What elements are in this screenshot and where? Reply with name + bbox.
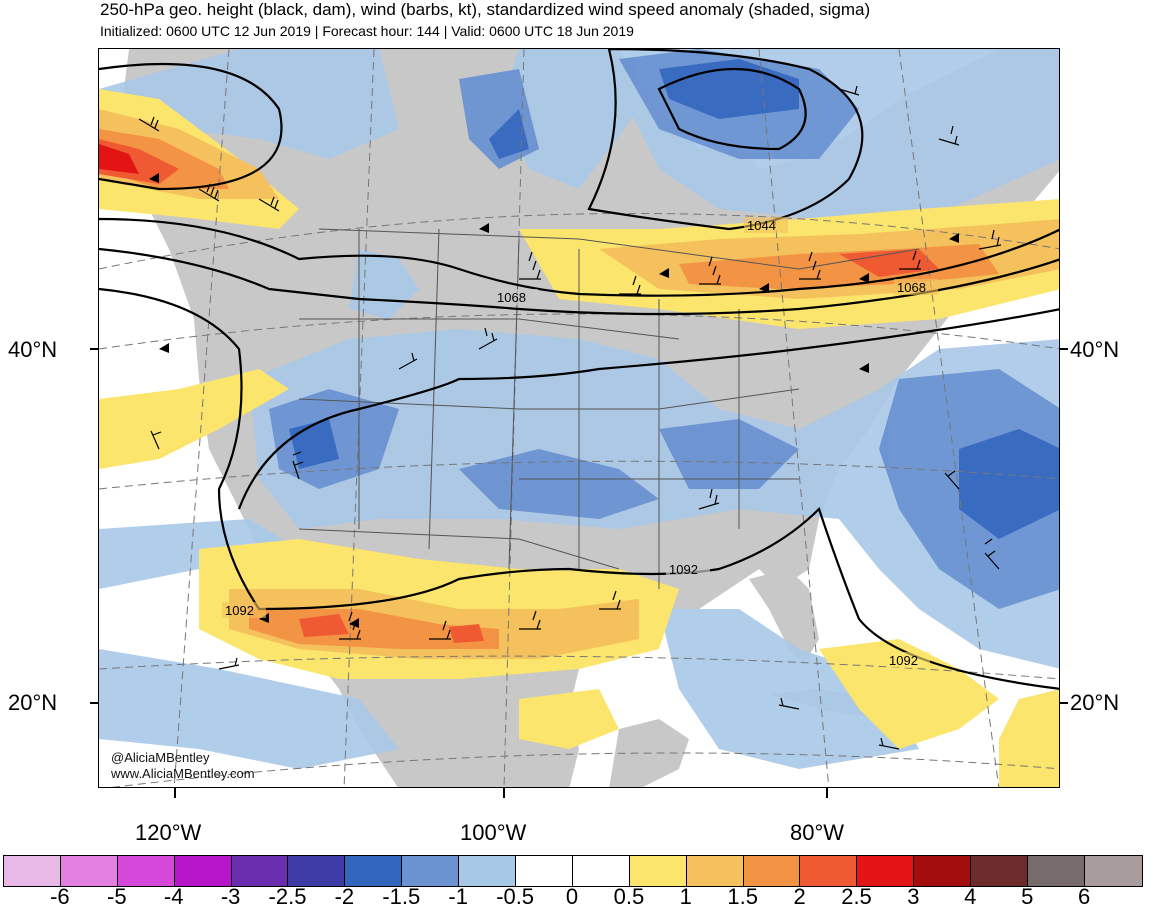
map-subtitle: Initialized: 0600 UTC 12 Jun 2019 | Fore…: [100, 23, 634, 39]
colorbar-swatch: [914, 856, 972, 886]
colorbar-label: 2.5: [841, 884, 872, 909]
colorbar-label: -2.5: [268, 884, 307, 909]
colorbar-swatch: [686, 856, 744, 886]
colorbar-swatch: [1028, 856, 1085, 886]
land-florida: [749, 569, 819, 664]
lon-tick: [174, 788, 176, 798]
colorbar-label: -1: [448, 884, 468, 909]
state-boundaries: [298, 228, 920, 589]
colorbar-swatch: [572, 856, 630, 886]
colorbar-swatch: [971, 856, 1029, 886]
contour-label-group: 1044 1068 1068 1092 1092 1092: [222, 217, 938, 668]
colorbar-label: 0.5: [613, 884, 645, 909]
colorbar-label: 5: [1021, 884, 1034, 909]
colorbar-label: 1.5: [727, 884, 758, 909]
colorbar-swatch: [117, 856, 175, 886]
contour-label: 1068: [897, 280, 926, 295]
colorbar-swatch: [743, 856, 801, 886]
lat-tick: [90, 702, 98, 704]
contour-label: 1092: [225, 603, 254, 618]
colorbar-swatch: [629, 856, 687, 886]
lat-tick: [90, 348, 98, 350]
colorbar-label: -2: [334, 884, 355, 909]
map-panel: 1044 1068 1068 1092 1092 1092: [98, 48, 1060, 788]
colorbar-swatch: [231, 856, 289, 886]
colorbar-label: -5: [107, 884, 127, 909]
lat-label-left-40n: 40°N: [8, 337, 58, 362]
lat-tick: [1060, 702, 1068, 704]
height-contours: [99, 49, 1059, 690]
credit-website: www.AliciaMBentley.com: [111, 766, 255, 781]
colorbar-swatch: [1084, 856, 1142, 886]
colorbar-swatch: [459, 856, 517, 886]
colorbar-label: -0.5: [496, 884, 535, 909]
colorbar-swatch: [288, 856, 346, 886]
map-canvas: 1044 1068 1068 1092 1092 1092: [99, 49, 1059, 787]
lon-tick: [826, 788, 828, 798]
colorbar-label: 2: [793, 884, 806, 909]
colorbar-swatch: [857, 856, 915, 886]
lat-label-left-20n: 20°N: [8, 690, 58, 715]
contour-label: 1068: [497, 290, 526, 305]
contour-label: 1044: [747, 218, 776, 233]
colorbar-label: 1: [679, 884, 692, 909]
lon-label-120w: 120°W: [135, 820, 202, 845]
colorbar-swatch: [60, 856, 118, 886]
lat-label-right-20n: 20°N: [1070, 690, 1120, 715]
colorbar-label: 3: [907, 884, 920, 909]
lat-tick: [1060, 348, 1068, 350]
colorbar-swatch: [800, 856, 858, 886]
colorbar-swatch: [402, 856, 460, 886]
colorbar-label: 6: [1077, 884, 1091, 909]
colorbar-label: -4: [163, 884, 184, 909]
colorbar-swatch: [345, 856, 403, 886]
colorbar-label: 0: [565, 884, 579, 909]
colorbar: [3, 855, 1143, 887]
lon-label-100w: 100°W: [460, 820, 527, 845]
lon-tick: [503, 788, 505, 798]
colorbar-label: 4: [964, 884, 977, 909]
contour-label: 1092: [889, 653, 918, 668]
colorbar-label: -1.5: [382, 884, 421, 909]
contour-label: 1092: [669, 562, 698, 577]
wind-barbs: [138, 85, 1002, 750]
map-title: 250-hPa geo. height (black, dam), wind (…: [100, 0, 871, 19]
colorbar-label: -3: [220, 884, 241, 909]
lon-label-80w: 80°W: [790, 820, 845, 845]
colorbar-swatch: [4, 856, 61, 886]
colorbar-swatch: [174, 856, 232, 886]
lat-label-right-40n: 40°N: [1070, 337, 1120, 362]
credit-handle: @AliciaMBentley: [111, 750, 210, 765]
colorbar-swatch: [516, 856, 573, 886]
colorbar-label: -6: [50, 884, 70, 909]
